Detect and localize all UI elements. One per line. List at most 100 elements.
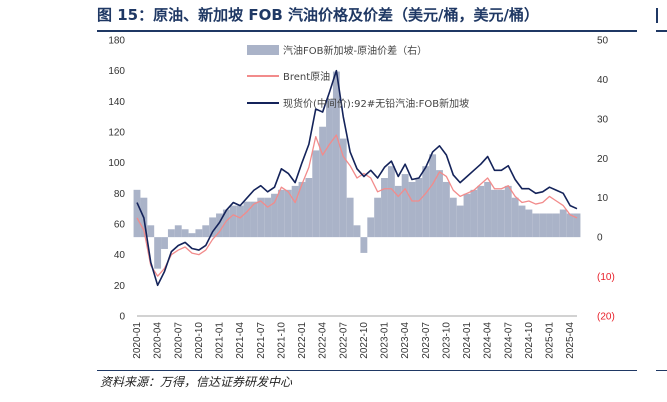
spread-area-layer [133, 71, 581, 269]
spread-bar [167, 229, 175, 238]
spread-bar [319, 126, 327, 238]
y-left-tick-label: 100 [108, 158, 125, 169]
spread-bar [298, 181, 306, 238]
spread-bar [195, 229, 203, 238]
x-tick-label: 2021-04 [235, 322, 246, 359]
spread-bar [353, 225, 361, 238]
spread-bar [470, 189, 478, 238]
spread-bar [161, 237, 168, 249]
y-left-tick-label: 80 [114, 189, 126, 200]
footer-divider [97, 370, 637, 371]
y-right-tick-label: (20) [597, 312, 615, 323]
x-tick-label: 2025-01 [545, 322, 556, 359]
spread-bar [284, 189, 292, 238]
y-left-tick-label: 60 [114, 220, 126, 231]
legend-label: 现货价(中间价):92#无铅汽油:FOB新加坡 [283, 97, 469, 110]
spread-bar [415, 178, 423, 238]
x-tick-label: 2021-01 [215, 322, 226, 359]
x-tick-label: 2023-04 [400, 322, 411, 359]
adjacent-figure-divider [656, 30, 667, 32]
y-left-tick-label: 20 [114, 281, 126, 292]
spread-bar [566, 213, 574, 238]
x-tick-label: 2024-04 [483, 322, 494, 359]
legend-label: Brent原油 [283, 70, 330, 83]
x-tick-label: 2023-01 [380, 322, 391, 359]
spread-bar [456, 205, 464, 238]
spread-bar [360, 237, 368, 253]
spread-bar [422, 166, 430, 238]
y-left-tick-label: 160 [108, 66, 125, 77]
spread-bar [484, 181, 492, 238]
spread-bar [367, 217, 375, 238]
adjacent-footer-divider [656, 370, 667, 371]
spread-bar [463, 193, 471, 238]
x-tick-label: 2023-07 [421, 322, 432, 359]
brent-line [136, 134, 578, 277]
spread-bar [257, 197, 265, 238]
price-lines-layer [136, 69, 578, 287]
x-tick-label: 2024-07 [503, 322, 514, 359]
x-tick-label: 2021-07 [256, 322, 267, 359]
spread-bar [209, 217, 217, 238]
spread-bar [532, 213, 540, 238]
spread-bar [305, 178, 313, 238]
spread-bar [429, 154, 437, 238]
x-tick-label: 2022-10 [359, 322, 370, 359]
spread-bar [250, 201, 258, 238]
spread-bar [387, 166, 395, 238]
spread-bar [133, 189, 141, 238]
spread-bar [511, 197, 519, 238]
x-tick-label: 2022-07 [338, 322, 349, 359]
title-divider [97, 30, 637, 32]
spread-bar [202, 225, 210, 238]
x-tick-label: 2024-10 [524, 322, 535, 359]
spread-bar [449, 197, 457, 238]
y-left-tick-label: 180 [108, 36, 125, 47]
x-tick-label: 2020-04 [153, 322, 164, 359]
y-right-tick-label: 30 [597, 114, 609, 125]
spread-bar [277, 189, 285, 238]
x-tick-label: 2021-10 [276, 322, 287, 359]
spread-bar [264, 197, 272, 238]
x-tick-label: 2024-01 [462, 322, 473, 359]
y-left-tick-label: 0 [119, 312, 125, 323]
spread-bar [291, 185, 299, 238]
legend-label: 汽油FOB新加坡-原油价差（右） [283, 44, 427, 57]
spread-bar [222, 209, 230, 238]
spread-bar [408, 181, 416, 238]
spread-bar [442, 181, 450, 238]
y-left-tick-label: 140 [108, 97, 125, 108]
x-tick-label: 2022-04 [318, 322, 329, 359]
spread-bar [154, 237, 162, 269]
legend: 汽油FOB新加坡-原油价差（右） Brent原油现货价(中间价):92#无铅汽油:… [247, 44, 469, 110]
gasoline-fob-line [136, 69, 578, 287]
x-tick-label: 2022-01 [297, 322, 308, 359]
x-tick-label: 2020-01 [132, 322, 143, 359]
x-tick-label: 2020-07 [173, 322, 184, 359]
figure-title: 图 15：原油、新加坡 FOB 汽油价格及价差（美元/桶，美元/桶） [97, 6, 539, 24]
spread-bar [236, 205, 244, 238]
spread-bar [477, 185, 485, 238]
spread-bar [174, 225, 182, 238]
spread-bar [181, 229, 189, 238]
spread-bar [271, 193, 278, 238]
spread-bar [436, 170, 443, 238]
spread-bar [552, 213, 560, 238]
spread-bar [539, 213, 547, 238]
x-tick-label: 2025-04 [565, 322, 576, 359]
y-right-tick-label: 0 [597, 233, 603, 244]
spread-bar [374, 197, 382, 238]
spread-bar [339, 138, 347, 238]
x-tick-label: 2023-10 [441, 322, 452, 359]
y-right-tick-label: 20 [597, 154, 609, 165]
x-tick-label: 2020-10 [194, 322, 205, 359]
spread-bar [326, 99, 333, 238]
y-right-tick-label: 10 [597, 193, 609, 204]
spread-bar [332, 71, 340, 238]
spread-bar [381, 178, 388, 238]
spread-bar [559, 209, 567, 238]
spread-bar [188, 233, 196, 238]
y-left-tick-label: 40 [114, 250, 126, 261]
source-note: 资料来源：万得，信达证券研发中心 [100, 375, 293, 389]
